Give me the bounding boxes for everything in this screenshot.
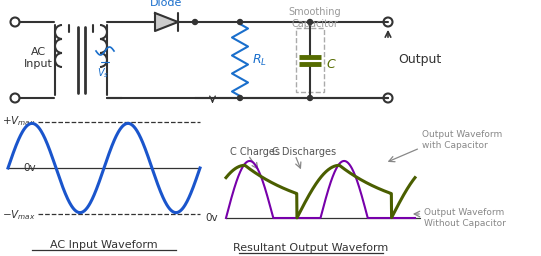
Text: $C$: $C$ <box>326 58 337 70</box>
Text: AC Input Waveform: AC Input Waveform <box>50 240 158 250</box>
Text: Resultant Output Waveform: Resultant Output Waveform <box>233 243 388 253</box>
Text: $-V_{max}$: $-V_{max}$ <box>2 208 36 222</box>
Text: $+V_{max}$: $+V_{max}$ <box>2 114 36 128</box>
Text: C Charges: C Charges <box>230 147 280 157</box>
Text: AC
Input: AC Input <box>24 47 52 69</box>
Text: C Discharges: C Discharges <box>272 147 336 157</box>
Circle shape <box>193 19 197 25</box>
Text: 0v: 0v <box>206 213 218 223</box>
Text: $R_L$: $R_L$ <box>252 52 267 68</box>
Text: Diode: Diode <box>150 0 183 8</box>
Text: Output: Output <box>398 54 441 67</box>
Circle shape <box>237 95 242 101</box>
Circle shape <box>307 95 313 101</box>
Text: 0v: 0v <box>23 163 36 173</box>
Bar <box>296 28 324 92</box>
Text: $V_s$: $V_s$ <box>97 66 109 80</box>
Text: Output Waveform
Without Capacitor: Output Waveform Without Capacitor <box>424 208 506 228</box>
Circle shape <box>237 19 242 25</box>
Polygon shape <box>155 13 178 31</box>
Text: Smoothing
Capacitor: Smoothing Capacitor <box>289 7 341 29</box>
Circle shape <box>307 19 313 25</box>
Text: Output Waveform
with Capacitor: Output Waveform with Capacitor <box>422 130 502 150</box>
